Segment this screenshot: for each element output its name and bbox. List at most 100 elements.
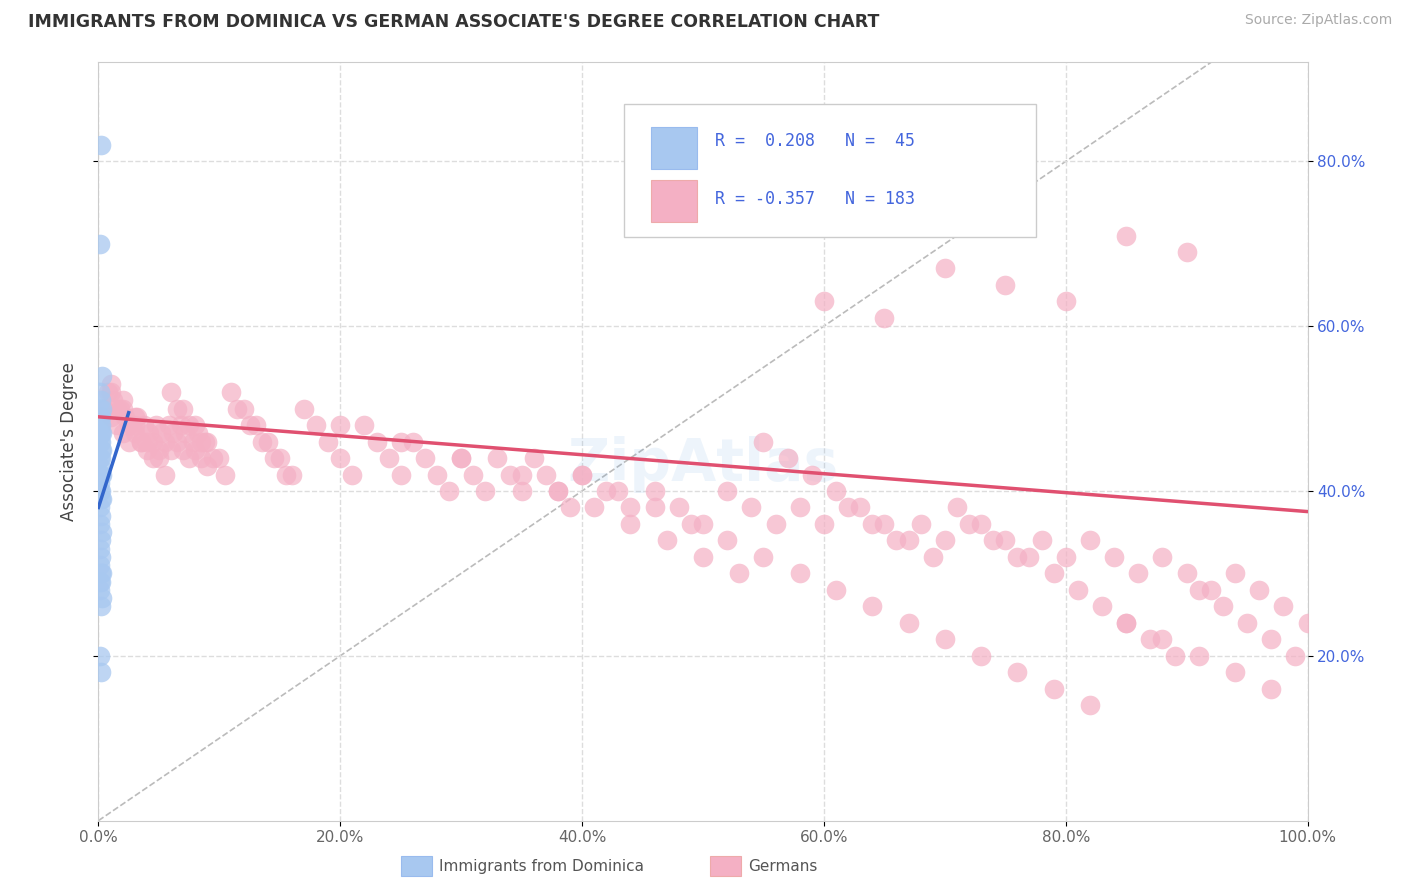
Point [148,450,170,465]
Point [1249,582,1271,597]
Point [547,483,569,498]
Point [740,500,762,515]
Point [595,483,617,498]
Point [118,434,141,449]
Point [752,549,775,564]
Point [153,467,176,482]
Point [124,409,146,424]
Point [91,525,114,540]
Point [90,574,112,589]
Point [1128,566,1150,581]
Point [166,434,188,449]
Point [111,426,134,441]
Point [510,467,533,482]
Point [1054,549,1077,564]
Point [90,508,112,523]
Point [90,426,112,441]
Point [1078,698,1101,713]
Point [910,516,932,531]
Point [89,582,111,597]
Point [89,558,111,573]
Point [1018,549,1040,564]
Point [190,434,212,449]
Point [510,483,533,498]
Point [389,434,412,449]
Point [1284,648,1306,663]
Point [426,467,449,482]
Point [108,401,131,416]
Point [118,418,141,433]
Point [607,483,630,498]
Point [114,409,136,424]
Point [825,483,848,498]
Point [558,500,581,515]
Point [837,500,859,515]
Point [1152,632,1174,647]
Point [194,434,217,449]
Point [897,533,920,548]
Point [90,492,112,507]
Point [89,385,111,400]
Point [1260,632,1282,647]
Point [232,401,254,416]
Point [765,516,787,531]
Point [90,467,112,482]
Point [825,582,848,597]
Point [89,401,111,416]
Point [1078,533,1101,548]
Point [91,591,114,606]
Point [752,434,775,449]
Point [1091,599,1114,614]
Point [534,467,557,482]
Point [89,516,111,531]
Point [90,566,112,581]
Point [89,541,111,556]
Point [571,467,593,482]
Point [157,418,180,433]
Point [1188,648,1211,663]
Point [89,236,111,251]
Point [389,467,412,482]
Point [1054,294,1077,309]
Point [214,467,236,482]
Point [1031,533,1053,548]
Point [105,401,128,416]
Point [523,450,546,465]
Point [269,450,291,465]
Point [463,467,485,482]
Point [619,516,641,531]
Point [90,409,112,424]
Point [179,450,201,465]
Text: ZipAtlas: ZipAtlas [568,436,838,492]
Point [474,483,496,498]
Point [90,549,112,564]
Point [498,467,520,482]
Point [90,665,112,680]
Point [329,450,352,465]
Point [1272,599,1295,614]
Point [208,450,231,465]
Point [1102,549,1125,564]
Point [1175,566,1198,581]
Point [174,426,197,441]
Point [897,615,920,630]
FancyBboxPatch shape [651,127,697,169]
Point [849,500,872,515]
Point [644,500,666,515]
Point [716,483,738,498]
Point [305,418,328,433]
Point [91,442,114,457]
Text: Source: ZipAtlas.com: Source: ZipAtlas.com [1244,13,1392,28]
Point [195,459,218,474]
Point [90,483,112,498]
Point [90,434,112,449]
Point [226,401,249,416]
Point [1042,566,1064,581]
Point [135,434,157,449]
Point [1260,681,1282,696]
Text: R = -0.357   N = 183: R = -0.357 N = 183 [716,190,915,208]
Point [127,409,149,424]
Point [946,500,969,515]
Point [89,418,111,433]
Y-axis label: Associate's Degree: Associate's Degree [59,362,77,521]
